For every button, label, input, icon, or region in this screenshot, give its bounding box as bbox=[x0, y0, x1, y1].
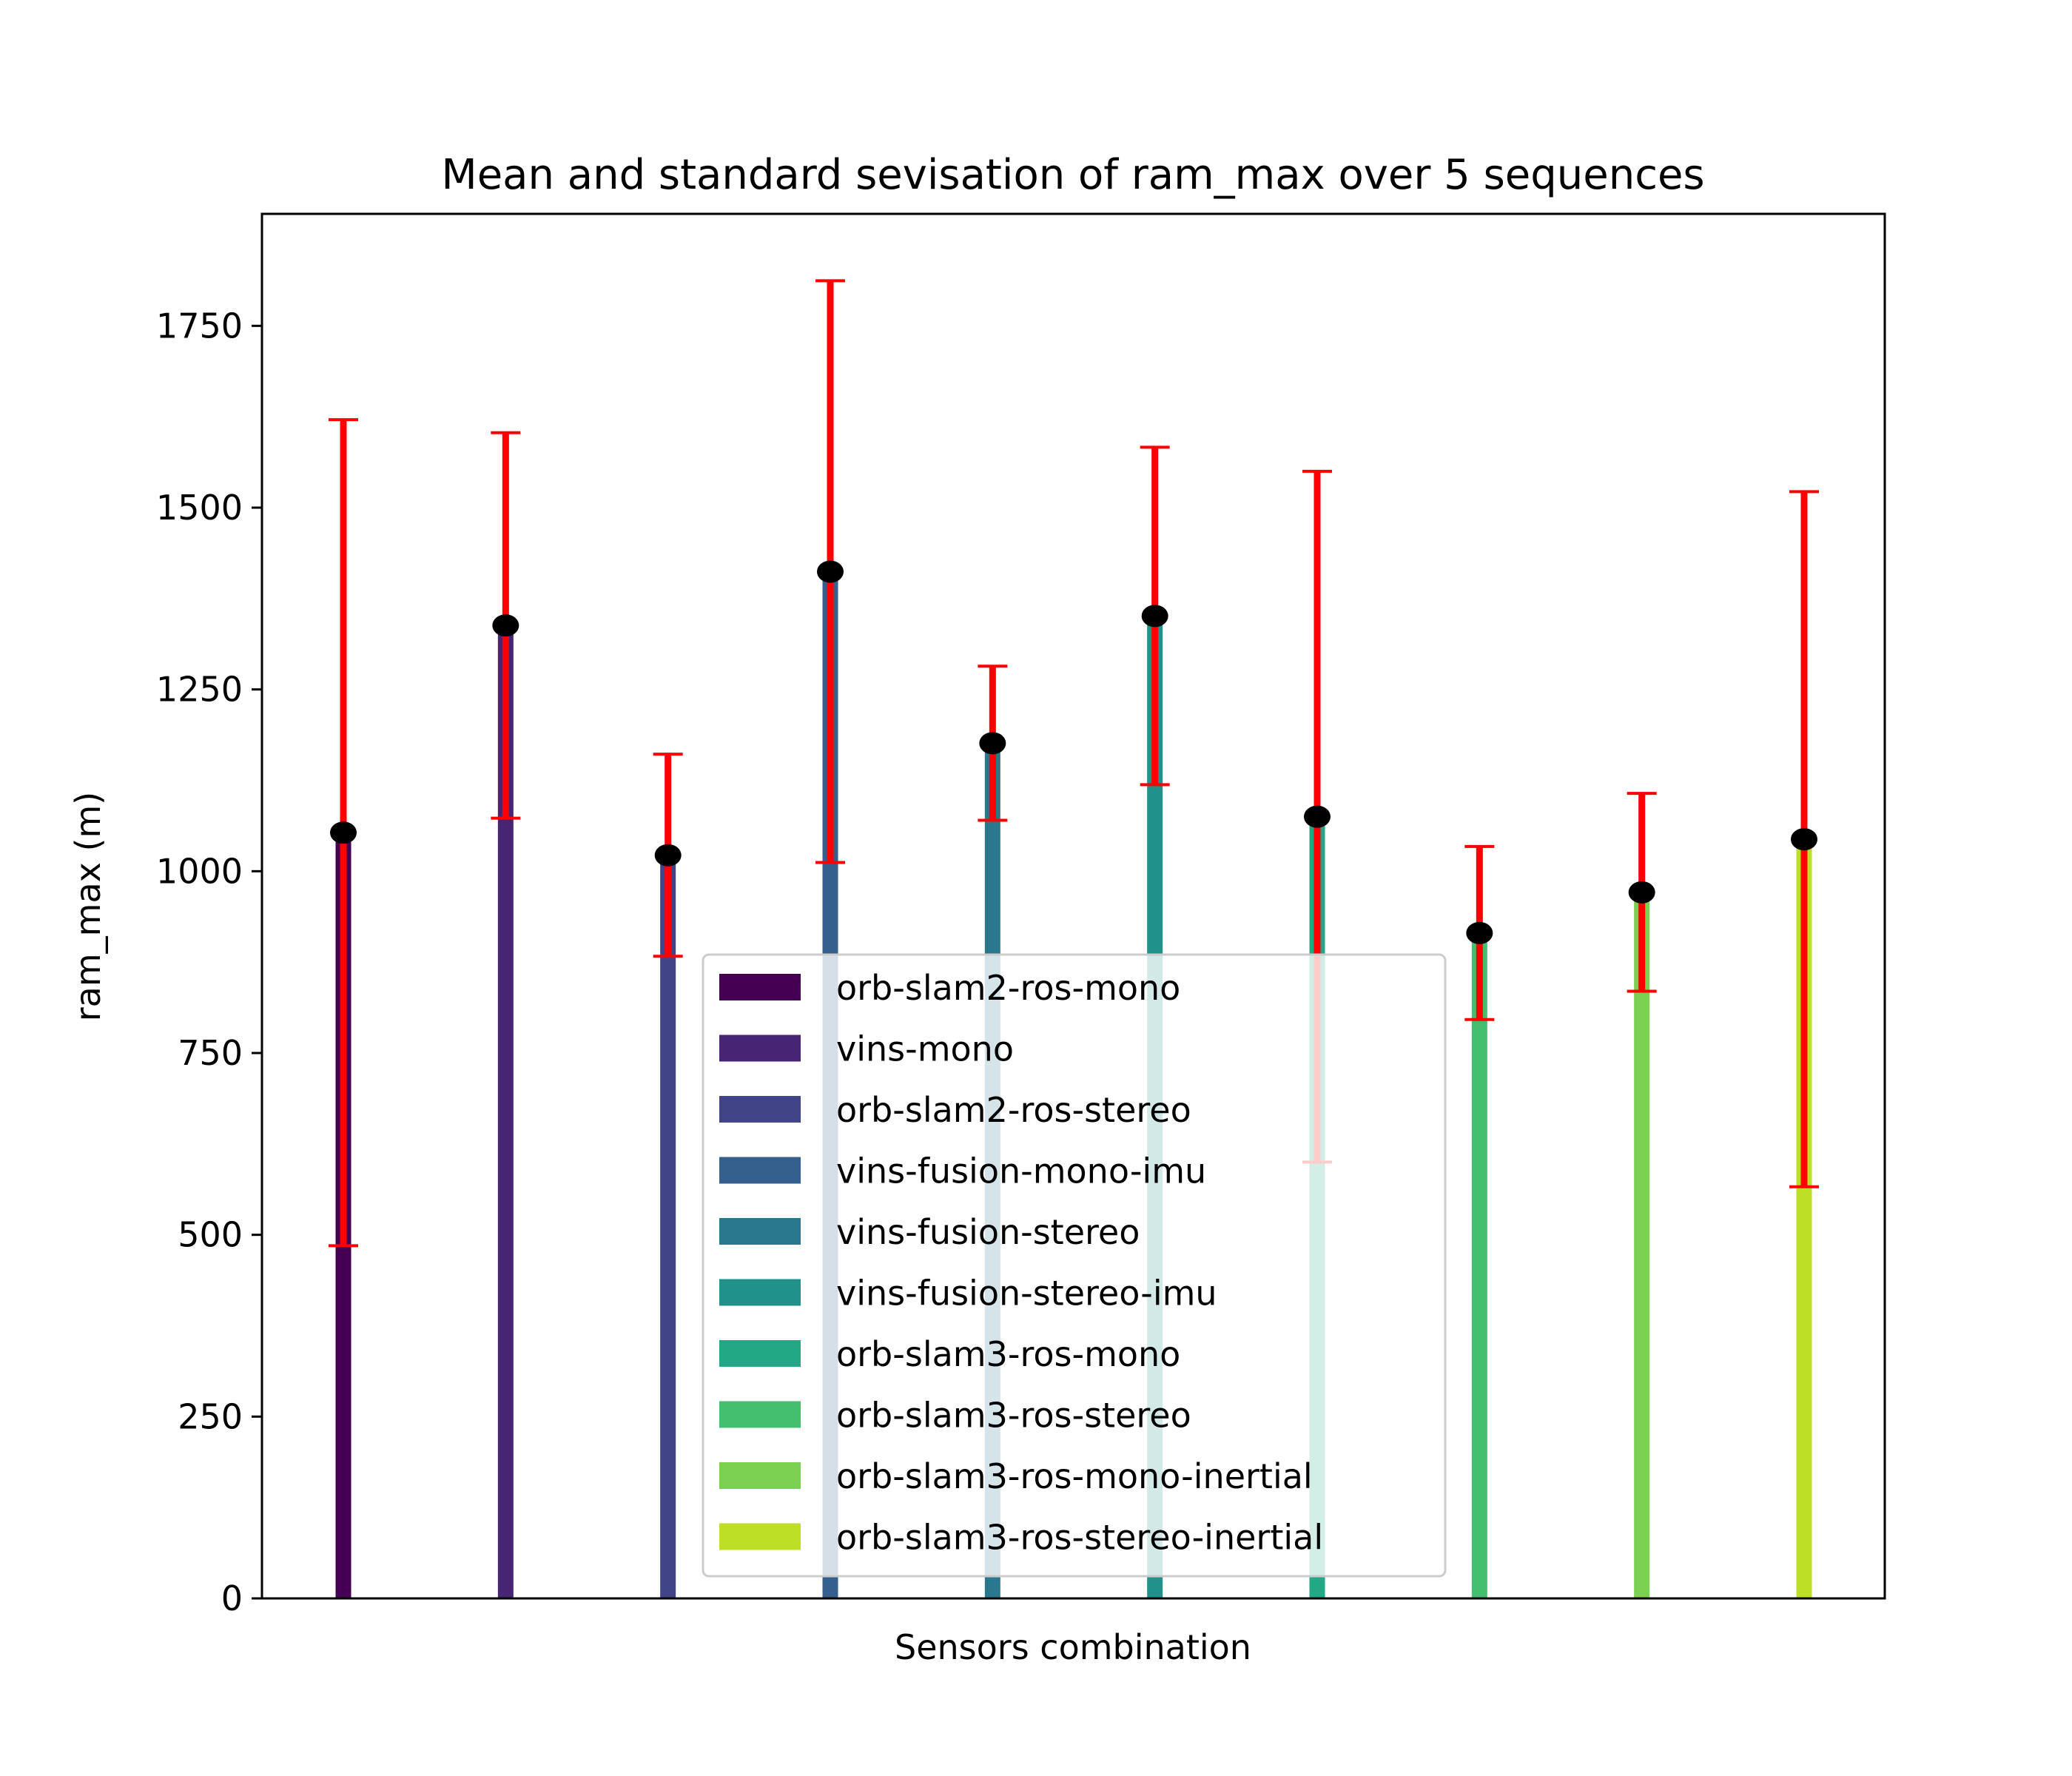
mean-marker-orb-slam3-ros-stereo-inertial bbox=[1791, 828, 1817, 851]
legend: orb-slam2-ros-mono vins-mono orb-slam2-ros… bbox=[702, 953, 1447, 1578]
legend-swatch bbox=[719, 1340, 801, 1367]
mean-marker-orb-slam3-ros-mono bbox=[1304, 805, 1331, 828]
mean-marker-orb-slam2-ros-stereo bbox=[654, 844, 682, 867]
bar-orb-slam3-ros-mono-inertial bbox=[1634, 892, 1650, 1598]
legend-item: orb-slam2-ros-mono bbox=[719, 968, 1180, 1008]
plot-frame bbox=[260, 212, 1886, 1600]
mean-marker-vins-fusion-stereo bbox=[979, 732, 1006, 755]
legend-swatch bbox=[719, 1279, 801, 1306]
bar-orb-slam2-ros-stereo bbox=[660, 855, 676, 1598]
legend-item: orb-slam3-ros-mono bbox=[719, 1334, 1180, 1374]
mean-marker-orb-slam3-ros-stereo bbox=[1466, 921, 1493, 944]
legend-swatch bbox=[719, 1096, 801, 1123]
legend-swatch bbox=[719, 1462, 801, 1489]
bar-vins-mono bbox=[497, 625, 514, 1598]
legend-item: vins-fusion-stereo-imu bbox=[719, 1274, 1217, 1314]
legend-label: vins-fusion-stereo-imu bbox=[836, 1274, 1217, 1314]
y-tick-label: 1250 bbox=[156, 670, 243, 710]
legend-item: orb-slam3-ros-stereo-inertial bbox=[719, 1518, 1323, 1558]
legend-item: vins-mono bbox=[719, 1029, 1014, 1069]
y-tick-label: 500 bbox=[178, 1215, 243, 1255]
legend-label: vins-fusion-stereo bbox=[836, 1212, 1140, 1252]
legend-label: orb-slam2-ros-stereo bbox=[836, 1090, 1191, 1130]
legend-swatch bbox=[719, 1218, 801, 1245]
legend-box bbox=[702, 953, 1447, 1578]
x-axis-label: Sensors combination bbox=[895, 1627, 1251, 1667]
legend-swatch bbox=[719, 1157, 801, 1184]
mean-marker-vins-fusion-mono-imu bbox=[817, 560, 844, 583]
y-tick-label: 250 bbox=[178, 1396, 243, 1436]
y-tick-label: 750 bbox=[178, 1033, 243, 1073]
legend-item: orb-slam3-ros-stereo bbox=[719, 1396, 1191, 1436]
mean-markers-group bbox=[330, 560, 1817, 944]
y-axis-label: ram_max (m) bbox=[68, 792, 108, 1021]
y-axis: 0 250 500 750 1000 1250 1500 1750 bbox=[156, 306, 262, 1618]
chart-title: Mean and standard sevisation of ram_max … bbox=[441, 151, 1704, 199]
mean-marker-orb-slam3-ros-mono-inertial bbox=[1628, 881, 1655, 904]
mean-marker-orb-slam2-ros-mono bbox=[330, 821, 357, 844]
legend-item: orb-slam2-ros-stereo bbox=[719, 1090, 1191, 1130]
mean-marker-vins-fusion-stereo-imu bbox=[1141, 605, 1168, 628]
y-tick-label: 1000 bbox=[156, 851, 243, 891]
y-tick-label: 0 bbox=[221, 1578, 243, 1618]
legend-label: vins-mono bbox=[836, 1029, 1014, 1069]
bar-orb-slam3-ros-stereo bbox=[1471, 932, 1487, 1598]
legend-label: orb-slam3-ros-mono bbox=[836, 1334, 1180, 1374]
legend-label: orb-slam3-ros-mono-inertial bbox=[836, 1456, 1313, 1496]
y-tick-label: 1500 bbox=[156, 488, 243, 528]
legend-label: orb-slam3-ros-stereo bbox=[836, 1396, 1191, 1436]
legend-label: orb-slam2-ros-mono bbox=[836, 968, 1180, 1008]
mean-marker-vins-mono bbox=[492, 614, 519, 637]
legend-swatch bbox=[719, 1035, 801, 1062]
legend-swatch bbox=[719, 1523, 801, 1550]
bar-orb-slam3-ros-stereo-inertial bbox=[1796, 839, 1812, 1598]
legend-swatch bbox=[719, 974, 801, 1000]
legend-label: vins-fusion-mono-imu bbox=[836, 1151, 1206, 1191]
legend-item: orb-slam3-ros-mono-inertial bbox=[719, 1456, 1313, 1496]
legend-item: vins-fusion-stereo bbox=[719, 1212, 1140, 1252]
legend-item: vins-fusion-mono-imu bbox=[719, 1151, 1206, 1191]
legend-label: orb-slam3-ros-stereo-inertial bbox=[836, 1518, 1323, 1558]
legend-swatch bbox=[719, 1401, 801, 1428]
y-tick-label: 1750 bbox=[156, 306, 243, 346]
